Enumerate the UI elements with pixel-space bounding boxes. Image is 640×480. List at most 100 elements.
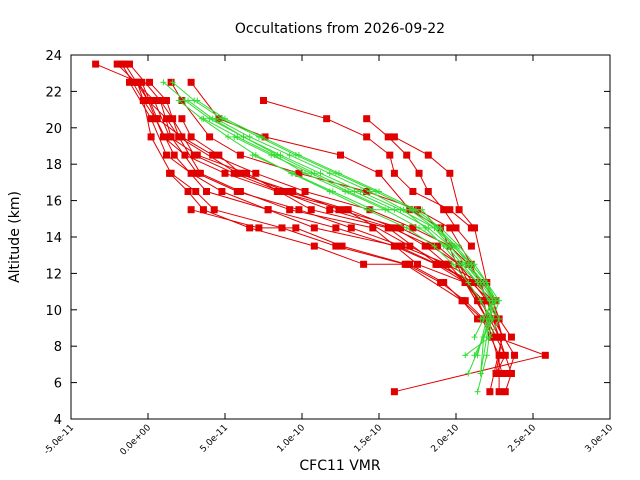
profile-point — [218, 188, 226, 195]
y-tick-label: 16 — [45, 195, 62, 210]
profile-point — [307, 206, 315, 214]
reference-point — [477, 279, 484, 286]
profile-point — [255, 224, 263, 232]
profile-point — [166, 169, 174, 177]
reference-point — [185, 97, 192, 104]
reference-point — [477, 370, 484, 377]
profile-point — [446, 206, 454, 214]
y-axis-label: Altitude (km) — [7, 191, 23, 283]
profile-point — [170, 151, 178, 159]
profile-point — [338, 242, 346, 250]
profile-point — [252, 169, 260, 177]
profile-point — [495, 388, 503, 396]
profile-point — [452, 224, 460, 232]
profile-point — [121, 60, 129, 68]
y-tick-label: 12 — [45, 267, 62, 282]
profile-line-4 — [129, 82, 503, 374]
profile-point — [310, 242, 318, 250]
profile-point — [283, 188, 291, 195]
reference-point — [453, 243, 459, 250]
reference-point — [477, 297, 484, 304]
profile-point — [236, 188, 244, 195]
profile-point — [390, 169, 398, 177]
profile-point — [187, 169, 195, 177]
profile-point — [113, 60, 121, 68]
y-tick-label: 14 — [45, 231, 62, 246]
reference-point — [425, 224, 432, 231]
reference-point — [489, 315, 496, 322]
x-tick-label: 2.0e-10 — [430, 423, 462, 455]
reference-point — [465, 370, 472, 377]
profile-point — [169, 115, 177, 123]
reference-point — [480, 334, 487, 341]
profile-point — [310, 224, 318, 232]
x-tick-label: 1.0e-10 — [276, 423, 308, 455]
profile-point — [92, 60, 100, 68]
profile-point — [162, 151, 170, 159]
y-tick-label: 4 — [54, 413, 62, 428]
profile-point — [403, 151, 411, 159]
reference-point — [403, 224, 410, 231]
reference-point — [471, 334, 478, 341]
profile-point — [215, 115, 223, 123]
reference-point — [191, 97, 198, 104]
profile-point — [209, 151, 217, 159]
y-tick-label: 24 — [45, 49, 62, 64]
profile-point — [474, 297, 482, 305]
profile-point — [386, 151, 394, 159]
profile-point — [360, 260, 368, 268]
profile-point — [347, 224, 355, 232]
profile-point — [178, 97, 186, 104]
reference-point — [363, 206, 370, 213]
profile-line-15 — [181, 118, 494, 320]
profile-point — [461, 297, 469, 305]
profile-point — [403, 260, 411, 268]
profile-point — [384, 133, 392, 141]
x-tick-label: 2.5e-10 — [507, 423, 539, 455]
reference-point — [255, 133, 262, 140]
reference-point — [249, 152, 256, 159]
profile-line-11 — [124, 63, 516, 374]
reference-point — [496, 315, 503, 322]
profile-point — [332, 242, 340, 250]
y-tick-label: 20 — [45, 122, 62, 137]
reference-point — [468, 261, 475, 268]
profile-point — [470, 224, 478, 232]
y-tick-label: 8 — [54, 340, 62, 355]
y-tick-label: 22 — [45, 85, 62, 100]
reference-point — [372, 188, 379, 195]
reference-point — [329, 188, 336, 195]
reference-point — [308, 170, 315, 177]
profile-point — [427, 242, 435, 250]
reference-point — [431, 224, 438, 231]
profile-point — [326, 206, 334, 214]
profile-point — [443, 260, 451, 268]
profile-point — [440, 206, 448, 214]
profile-point — [178, 133, 186, 141]
profile-point — [146, 78, 154, 86]
profile-point — [406, 242, 414, 250]
x-tick-label: 5.0e-11 — [199, 423, 231, 455]
profile-point — [147, 133, 155, 141]
reference-point — [209, 115, 216, 122]
profile-point — [467, 279, 475, 286]
profile-point — [295, 206, 303, 214]
profile-point — [295, 169, 303, 177]
profile-point — [236, 151, 244, 159]
reference-point — [246, 133, 253, 140]
profile-point — [507, 333, 515, 341]
reference-point — [366, 188, 373, 195]
profile-point — [446, 169, 454, 177]
profile-point — [332, 224, 340, 232]
profile-point — [369, 224, 377, 232]
profile-point — [409, 188, 417, 195]
reference-point — [416, 224, 423, 231]
profile-point — [147, 115, 155, 123]
profile-point — [126, 60, 134, 68]
reference-point — [234, 133, 241, 140]
reference-point — [225, 133, 232, 140]
profile-point — [375, 169, 383, 177]
profile-point — [178, 115, 186, 123]
profile-point — [344, 206, 352, 214]
